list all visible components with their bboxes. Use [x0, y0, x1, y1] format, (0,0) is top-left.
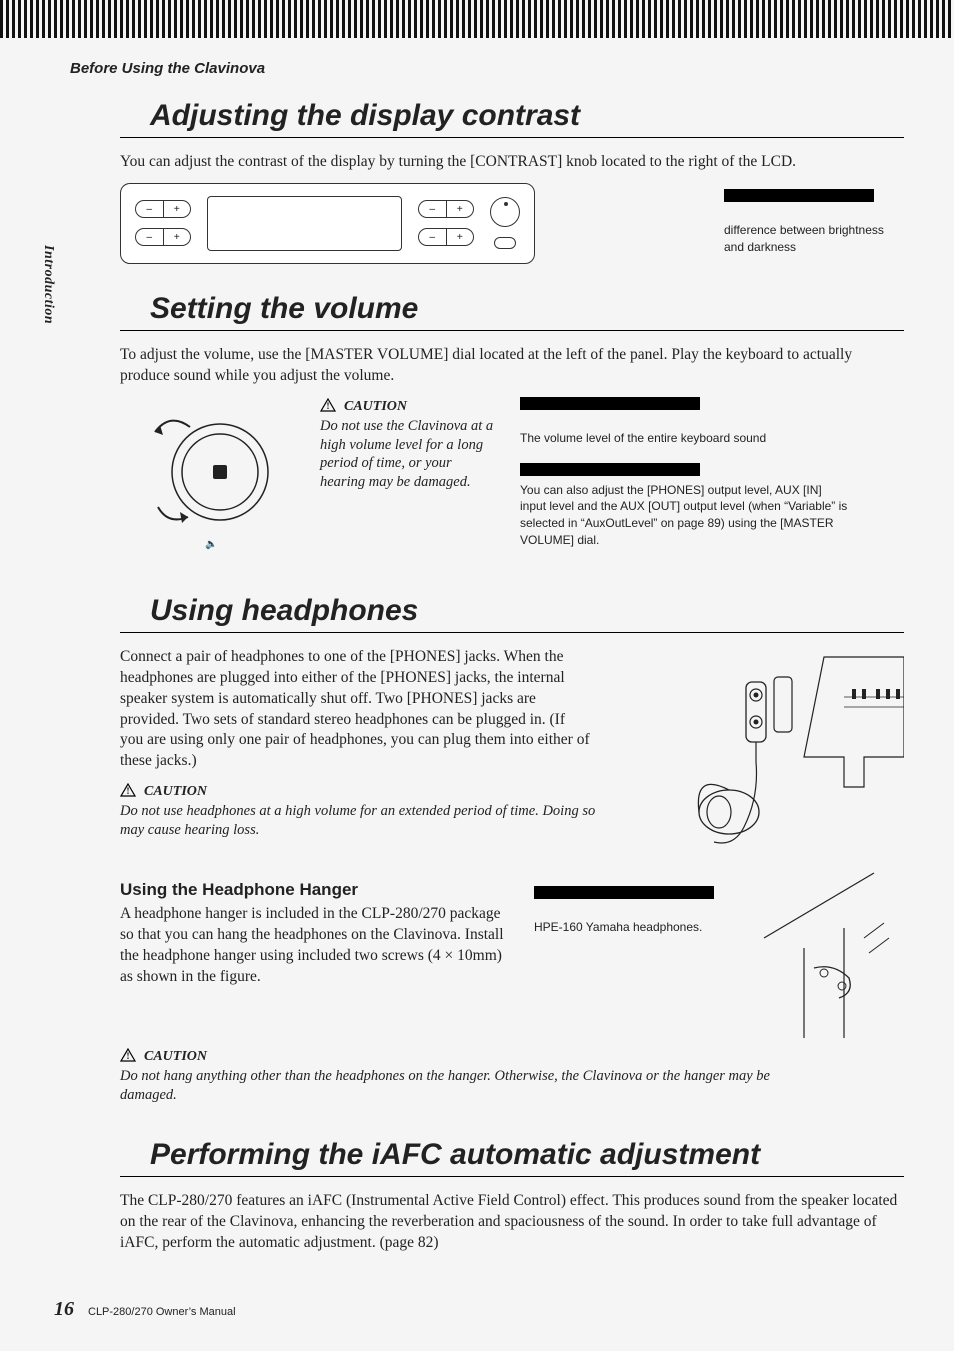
svg-text:!: ! [127, 1051, 130, 1061]
small-button [494, 237, 516, 249]
volume-caution-text: Do not use the Clavinova at a high volum… [320, 417, 500, 492]
note-bar [534, 886, 714, 899]
minus-plus-button: –+ [135, 200, 191, 218]
breadcrumb: Before Using the Clavinova [70, 60, 904, 77]
iafc-body: The CLP-280/270 features an iAFC (Instru… [120, 1191, 904, 1254]
svg-text:🔈: 🔈 [205, 539, 217, 550]
hanger-illustration [754, 868, 904, 1043]
note-bar [520, 463, 700, 476]
caution-icon: ! [120, 783, 136, 802]
minus-plus-button: –+ [418, 200, 474, 218]
headphone-jack-illustration [644, 647, 904, 862]
contrast-body: You can adjust the contrast of the displ… [120, 152, 904, 173]
minus-plus-button: –+ [135, 228, 191, 246]
section-title-contrast: Adjusting the display contrast [120, 95, 904, 138]
caution-icon: ! [120, 1048, 136, 1067]
section-title-headphones: Using headphones [120, 590, 904, 633]
volume-note-2: You can also adjust the [PHONES] output … [520, 482, 850, 549]
volume-dial-illustration: 🔈 [120, 397, 300, 562]
note-bar [724, 189, 874, 202]
hanger-body: A headphone hanger is included in the CL… [120, 904, 514, 988]
caution-label: CAUTION [344, 399, 407, 414]
side-tab: Introduction [40, 245, 56, 324]
lcd-screen [207, 196, 402, 251]
svg-text:!: ! [327, 401, 330, 411]
volume-note-1: The volume level of the entire keyboard … [520, 430, 850, 447]
hanger-caution-text: Do not hang anything other than the head… [120, 1067, 820, 1105]
caution-icon: ! [320, 398, 336, 417]
caution-label: CAUTION [144, 1049, 207, 1064]
page-footer: 16 CLP-280/270 Owner’s Manual [54, 1298, 236, 1321]
section-title-iafc: Performing the iAFC automatic adjustment [120, 1134, 904, 1177]
contrast-knob [490, 197, 520, 227]
minus-plus-button: –+ [418, 228, 474, 246]
caution-label: CAUTION [144, 784, 207, 799]
top-barcode [0, 0, 954, 38]
headphones-caution-text: Do not use headphones at a high volume f… [120, 802, 600, 840]
lcd-panel-illustration: –+ –+ –+ –+ [120, 183, 535, 264]
manual-name: CLP-280/270 Owner’s Manual [88, 1306, 236, 1318]
note-bar [520, 397, 700, 410]
page-number: 16 [54, 1298, 74, 1320]
section-title-volume: Setting the volume [120, 288, 904, 331]
headphones-body: Connect a pair of headphones to one of t… [120, 647, 590, 773]
contrast-note: difference between brightness and darkne… [724, 222, 904, 256]
svg-text:!: ! [127, 786, 130, 796]
volume-body: To adjust the volume, use the [MASTER VO… [120, 345, 904, 387]
hanger-subhead: Using the Headphone Hanger [120, 880, 514, 900]
hp-model-note: HPE-160 Yamaha headphones. [534, 919, 734, 936]
